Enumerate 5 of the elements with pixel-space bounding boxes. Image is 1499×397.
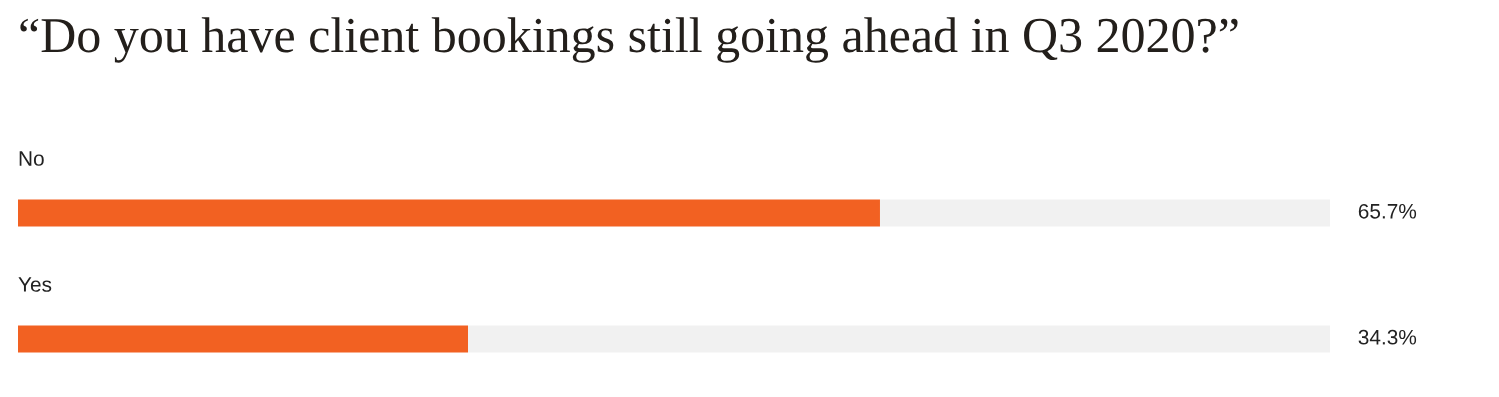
chart-title: “Do you have client bookings still going ahead in Q3 2020?” xyxy=(20,17,1238,63)
data-label: 65.7% xyxy=(1358,203,1417,219)
data-label: 34.3% xyxy=(1358,329,1417,345)
y-tick-label: No xyxy=(19,151,44,166)
y-tick-label: Yes xyxy=(18,277,52,292)
